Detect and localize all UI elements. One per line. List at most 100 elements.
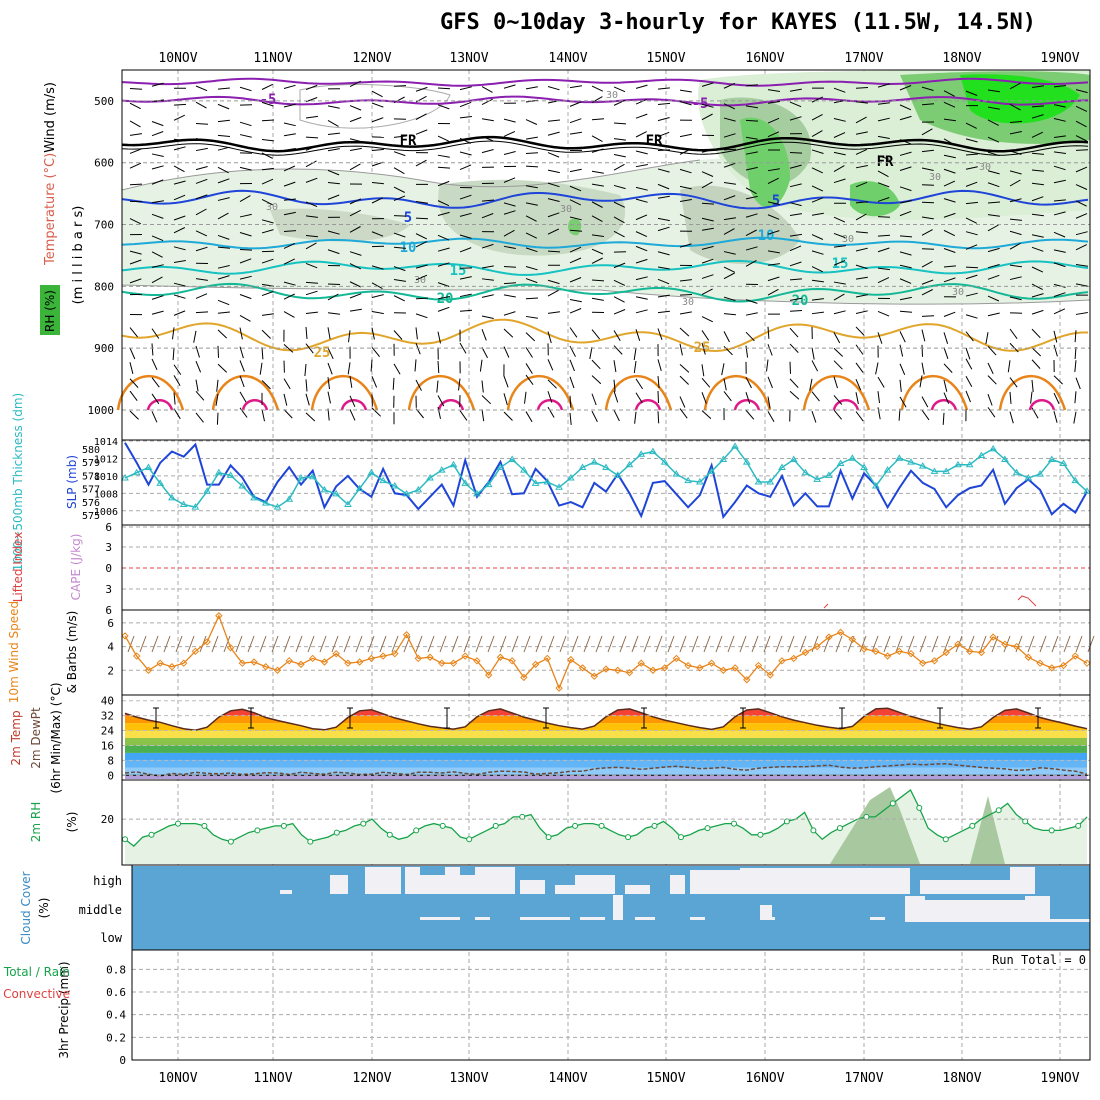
wind-barb bbox=[217, 246, 231, 249]
wind-barb bbox=[261, 347, 264, 360]
wind-barb-10m bbox=[619, 635, 627, 653]
wind-barb bbox=[304, 363, 307, 377]
wind-speed-point bbox=[672, 654, 681, 663]
rh-shading bbox=[740, 117, 790, 208]
wind-barb bbox=[129, 390, 138, 401]
wind-barb bbox=[173, 180, 186, 185]
wind-barb bbox=[723, 228, 735, 235]
wind-speed-point bbox=[1083, 659, 1091, 667]
wind-barb bbox=[261, 83, 274, 90]
wind-barb bbox=[173, 375, 181, 386]
wind-barb bbox=[195, 123, 209, 125]
wind-barb bbox=[789, 390, 800, 400]
rh-point bbox=[916, 804, 923, 811]
wind-barb bbox=[569, 229, 583, 232]
wind-barb bbox=[217, 311, 230, 314]
wind-barb bbox=[701, 149, 714, 153]
wind-barb bbox=[481, 278, 494, 281]
wind-barb bbox=[195, 345, 200, 358]
thickness-point bbox=[1012, 468, 1021, 476]
wind-barb bbox=[129, 362, 134, 375]
isotherm-35-loop bbox=[733, 399, 761, 411]
wind-barb bbox=[943, 180, 956, 187]
thickness-point bbox=[496, 463, 505, 470]
isotherm-label: FR bbox=[877, 154, 894, 170]
wind-barb bbox=[503, 294, 516, 298]
wind-barb bbox=[745, 151, 758, 155]
wind-barb bbox=[547, 212, 560, 218]
wind-barb bbox=[173, 114, 186, 121]
wind-barb bbox=[1009, 120, 1022, 124]
wind-barb bbox=[965, 292, 978, 297]
wind-barb bbox=[1031, 359, 1041, 369]
wind-barb bbox=[877, 376, 885, 388]
wind-barb bbox=[151, 328, 160, 339]
temp-minmax-bar bbox=[740, 707, 746, 729]
wind-barb-10m bbox=[283, 635, 291, 653]
isotherm-label: 5 bbox=[772, 193, 780, 209]
wind-barb bbox=[1030, 391, 1033, 404]
wind-barb bbox=[305, 311, 318, 315]
wind-barb bbox=[1074, 346, 1077, 360]
wind-barb bbox=[259, 362, 263, 375]
wind-speed-point bbox=[273, 666, 282, 674]
rh-point bbox=[1075, 822, 1082, 829]
wind-barb bbox=[173, 146, 186, 151]
wind-speed-point bbox=[965, 647, 974, 656]
wind-barb-10m bbox=[715, 635, 723, 653]
wind-barb bbox=[371, 148, 384, 151]
wind-barb bbox=[833, 132, 846, 138]
wind-speed-point bbox=[520, 673, 528, 682]
wind-barb bbox=[855, 294, 868, 298]
wind-barb bbox=[811, 96, 824, 103]
wind-barb bbox=[481, 347, 488, 359]
wind-barb bbox=[459, 137, 472, 144]
rh-point bbox=[757, 831, 764, 838]
wind-barb bbox=[458, 378, 461, 391]
wind-barb bbox=[481, 86, 493, 93]
wind-barb bbox=[1075, 231, 1088, 236]
wind-barb bbox=[437, 135, 450, 142]
thickness-point bbox=[695, 478, 704, 485]
wind-speed-point bbox=[684, 661, 692, 670]
temp-minmax-bar bbox=[641, 707, 647, 729]
wind-barb-10m bbox=[511, 635, 519, 653]
wind-speed-point bbox=[414, 654, 423, 663]
wind-barb bbox=[305, 234, 318, 238]
wind-speed-point bbox=[872, 647, 880, 656]
wind-barb bbox=[657, 131, 670, 138]
wind-barb bbox=[789, 213, 802, 216]
wind-barb bbox=[942, 412, 945, 425]
wind-barb bbox=[657, 411, 660, 424]
wind-barb bbox=[371, 282, 383, 290]
wind-barb bbox=[1053, 135, 1066, 139]
wind-barb bbox=[943, 332, 949, 344]
wind-barb bbox=[371, 310, 384, 315]
wind-barb bbox=[1053, 262, 1066, 268]
wind-barb bbox=[195, 293, 208, 299]
wind-barb bbox=[437, 211, 450, 217]
wind-barb bbox=[173, 408, 181, 420]
wind-speed-point bbox=[297, 660, 305, 669]
wind-barb bbox=[723, 251, 736, 255]
rh-point bbox=[360, 820, 367, 827]
wind-barb bbox=[239, 166, 252, 171]
wind-barb bbox=[767, 214, 780, 220]
wind-barb bbox=[569, 308, 582, 314]
wind-barb bbox=[987, 136, 1000, 143]
wind-barb bbox=[943, 347, 949, 359]
wind-barb bbox=[261, 198, 273, 206]
wind-barb bbox=[1009, 150, 1022, 155]
wind-barb bbox=[305, 201, 318, 208]
cape-ylabel: CAPE (J/kg) bbox=[69, 534, 83, 601]
wind-barb-10m bbox=[199, 635, 207, 653]
wind-barb bbox=[613, 345, 623, 355]
wind-speed-point bbox=[848, 635, 857, 644]
wind-barb bbox=[569, 412, 572, 425]
wind-tick-label: 4 bbox=[107, 641, 114, 654]
wind-barb-10m bbox=[475, 635, 483, 653]
wind-barb bbox=[767, 411, 775, 422]
wind-barb bbox=[877, 332, 883, 344]
lifted-index-tick-label: 6 bbox=[105, 604, 112, 617]
wind-barb bbox=[305, 84, 318, 91]
